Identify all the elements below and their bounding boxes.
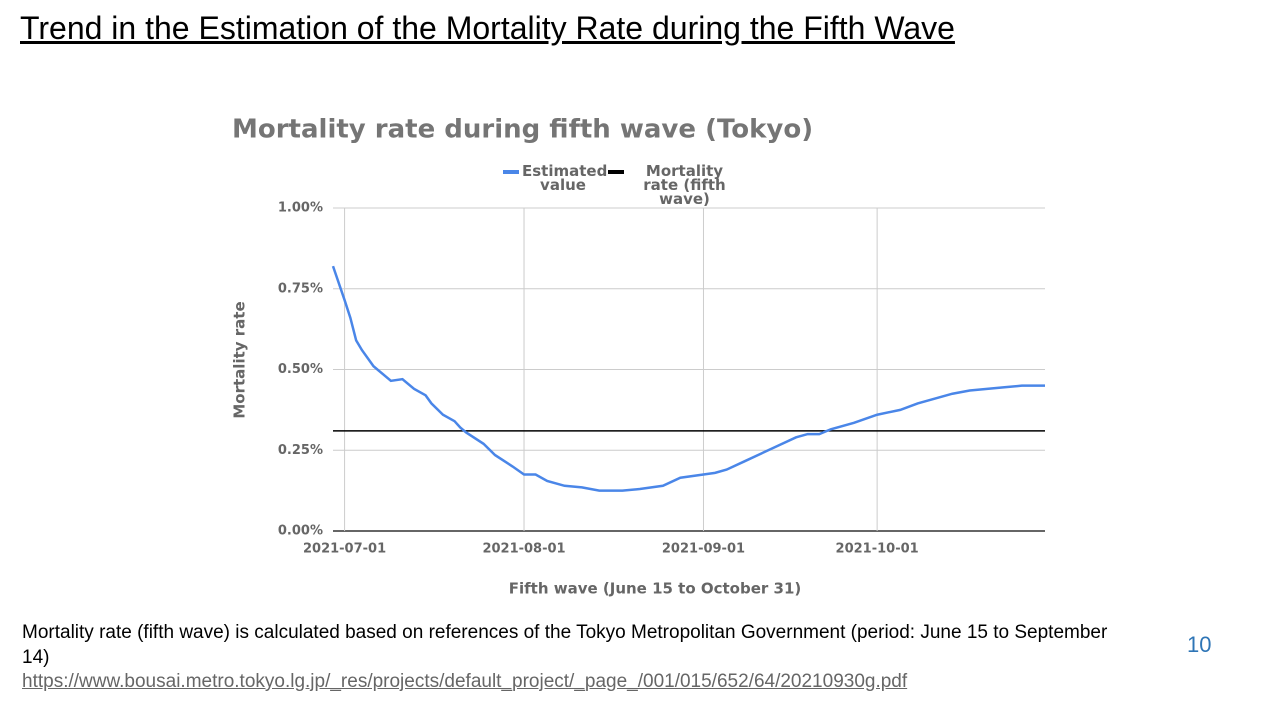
slide-title: Trend in the Estimation of the Mortality…	[20, 10, 955, 46]
x-tick-label: 2021-09-01	[662, 542, 745, 557]
y-tick-label: 0.25%	[278, 443, 323, 458]
y-tick-label: 0.75%	[278, 281, 323, 296]
data-line	[331, 265, 1045, 492]
y-tick-label: 0.50%	[278, 362, 323, 377]
legend-label: Mortality rate (fifth wave)	[643, 162, 726, 208]
y-axis-label: Mortality rate	[231, 301, 249, 418]
x-tick-label: 2021-08-01	[482, 542, 565, 557]
note: Mortality rate (fifth wave) is calculate…	[22, 622, 1108, 668]
x-tick-label: 2021-10-01	[836, 542, 919, 557]
y-tick-label: 0.00%	[278, 524, 323, 539]
legend-label: Estimated value	[522, 162, 608, 194]
x-tick-label: 2021-07-01	[303, 542, 386, 557]
y-tick-label: 1.00%	[278, 201, 323, 216]
page-number: 10	[1187, 632, 1212, 657]
chart-title: Mortality rate during fifth wave (Tokyo)	[232, 115, 813, 145]
x-axis-label: Fifth wave (June 15 to October 31)	[509, 580, 802, 598]
source-link[interactable]: https://www.bousai.metro.tokyo.lg.jp/_re…	[22, 671, 908, 692]
